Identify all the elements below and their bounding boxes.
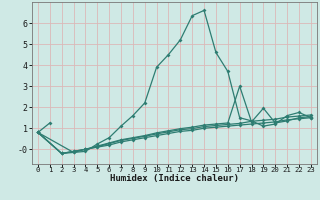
X-axis label: Humidex (Indice chaleur): Humidex (Indice chaleur)	[110, 174, 239, 183]
